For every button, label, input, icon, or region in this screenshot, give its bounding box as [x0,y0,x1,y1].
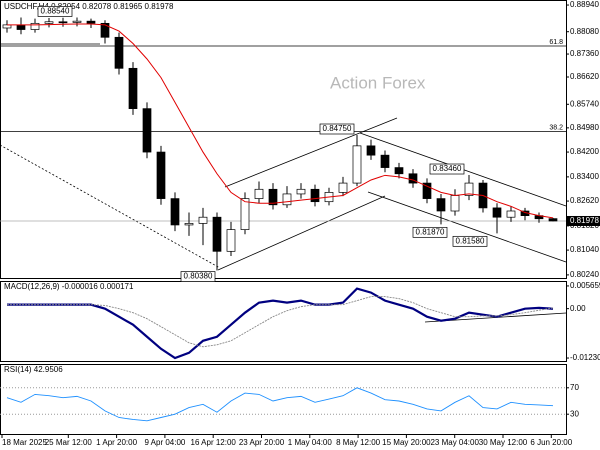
candle-body [436,198,446,212]
annotation-label: 0.83460 [433,164,462,173]
y-tick-label: 0.85740 [570,99,599,108]
candle-body [268,188,278,206]
x-tick-label: 16 Apr 12:00 [191,438,237,447]
fib-label: 38.2 [549,124,563,131]
annotation-label: 0.81580 [456,236,485,245]
y-tick-label: -0.012301 [570,353,600,362]
chart-title: USDCHF,H4 0.82054 0.82078 0.81965 0.8197… [4,2,174,11]
y-tick-label: 0.82620 [570,196,599,205]
x-tick-label: 18 Mar 2025 [2,438,47,447]
x-tick-label: 6 Jun 20:00 [530,438,572,447]
x-tick-label: 9 Apr 04:00 [144,438,185,447]
candle-body [240,198,250,230]
last-price-tag [566,215,600,226]
x-tick-label: 8 May 12:00 [336,438,381,447]
candle-body [548,218,558,222]
candle-body [492,207,502,218]
candle-body [380,154,390,168]
macd-panel [0,281,567,362]
candle-body [114,36,124,69]
annotation-label: 0.84750 [323,124,352,133]
y-tick-label: 0.84980 [570,123,599,132]
candle-body [184,223,194,226]
candle-body [142,108,152,153]
candle-body [212,216,222,252]
candle-body [100,22,110,38]
last-price-label: 0.81978 [570,216,599,225]
y-tick-label: 0.00 [570,304,586,313]
x-tick-label: 23 Apr 20:00 [239,438,285,447]
fib-label: 61.8 [549,39,563,46]
y-tick-label: 0.005659 [570,281,600,290]
y-tick-label: 0.84200 [570,147,599,156]
price-panel [0,0,567,279]
x-tick-label: 23 May 04:00 [430,438,479,447]
candle-body [464,182,474,196]
series-line [7,287,554,360]
candle-body [450,195,460,212]
candle-body [506,210,516,218]
macd-title: MACD(12,26,9) -0.000016 0.000171 [4,282,134,291]
annotation-box [180,271,216,282]
rsi-title: RSI(14) 42.9506 [4,365,63,374]
x-tick-label: 1 Apr 20:00 [96,438,137,447]
y-tick-label: 0.81040 [570,245,599,254]
annotation-box [429,163,465,175]
annotation-box [452,235,488,247]
annotation-box [37,6,73,17]
annotation-label: 0.80380 [184,272,213,281]
y-tick-label: 0.80240 [570,270,599,279]
candle-body [352,145,362,184]
candle-body [408,173,418,184]
candle-body [170,198,180,226]
candle-body [156,151,166,199]
series-line [6,387,554,422]
annotation-box [319,123,355,135]
candle-body [198,216,208,224]
y-tick-label: 0.83400 [570,172,599,181]
candle-body [254,188,264,199]
candle-body [86,20,96,24]
candle-body [296,188,306,195]
candle-body [282,193,292,206]
channel-line [224,117,398,188]
annotation-label: 0.81870 [416,227,445,236]
series-line [7,23,554,219]
y-tick-label: 0.88080 [570,27,599,36]
candle-body [58,21,68,24]
candle-body [72,20,82,23]
y-tick-label: 30 [570,409,579,418]
channel-line [217,195,386,271]
candle-body [338,182,348,193]
candle-body [366,145,376,156]
y-tick-label: 0.86620 [570,72,599,81]
candle-body [394,167,404,175]
candle-body [128,67,138,109]
candle-body [226,229,236,252]
y-tick-label: 70 [570,383,579,392]
annotation-label: 0.88540 [41,7,70,16]
candle-body [310,188,320,203]
y-tick-label: 0.87360 [570,49,599,58]
channel-line [367,191,567,263]
candle-body [422,182,432,199]
candle-body [44,21,54,24]
watermark: Action Forex [330,73,426,92]
x-tick-label: 30 May 12:00 [479,438,528,447]
series-line [7,296,554,348]
x-tick-label: 15 May 20:00 [382,438,431,447]
x-tick-label: 25 Mar 12:00 [45,438,93,447]
x-tick-label: 1 May 04:00 [288,438,333,447]
candle-body [30,22,40,30]
candle-body [16,24,26,30]
rsi-panel [0,364,567,435]
y-tick-label: 0.88940 [570,0,599,9]
annotation-box [412,226,448,238]
